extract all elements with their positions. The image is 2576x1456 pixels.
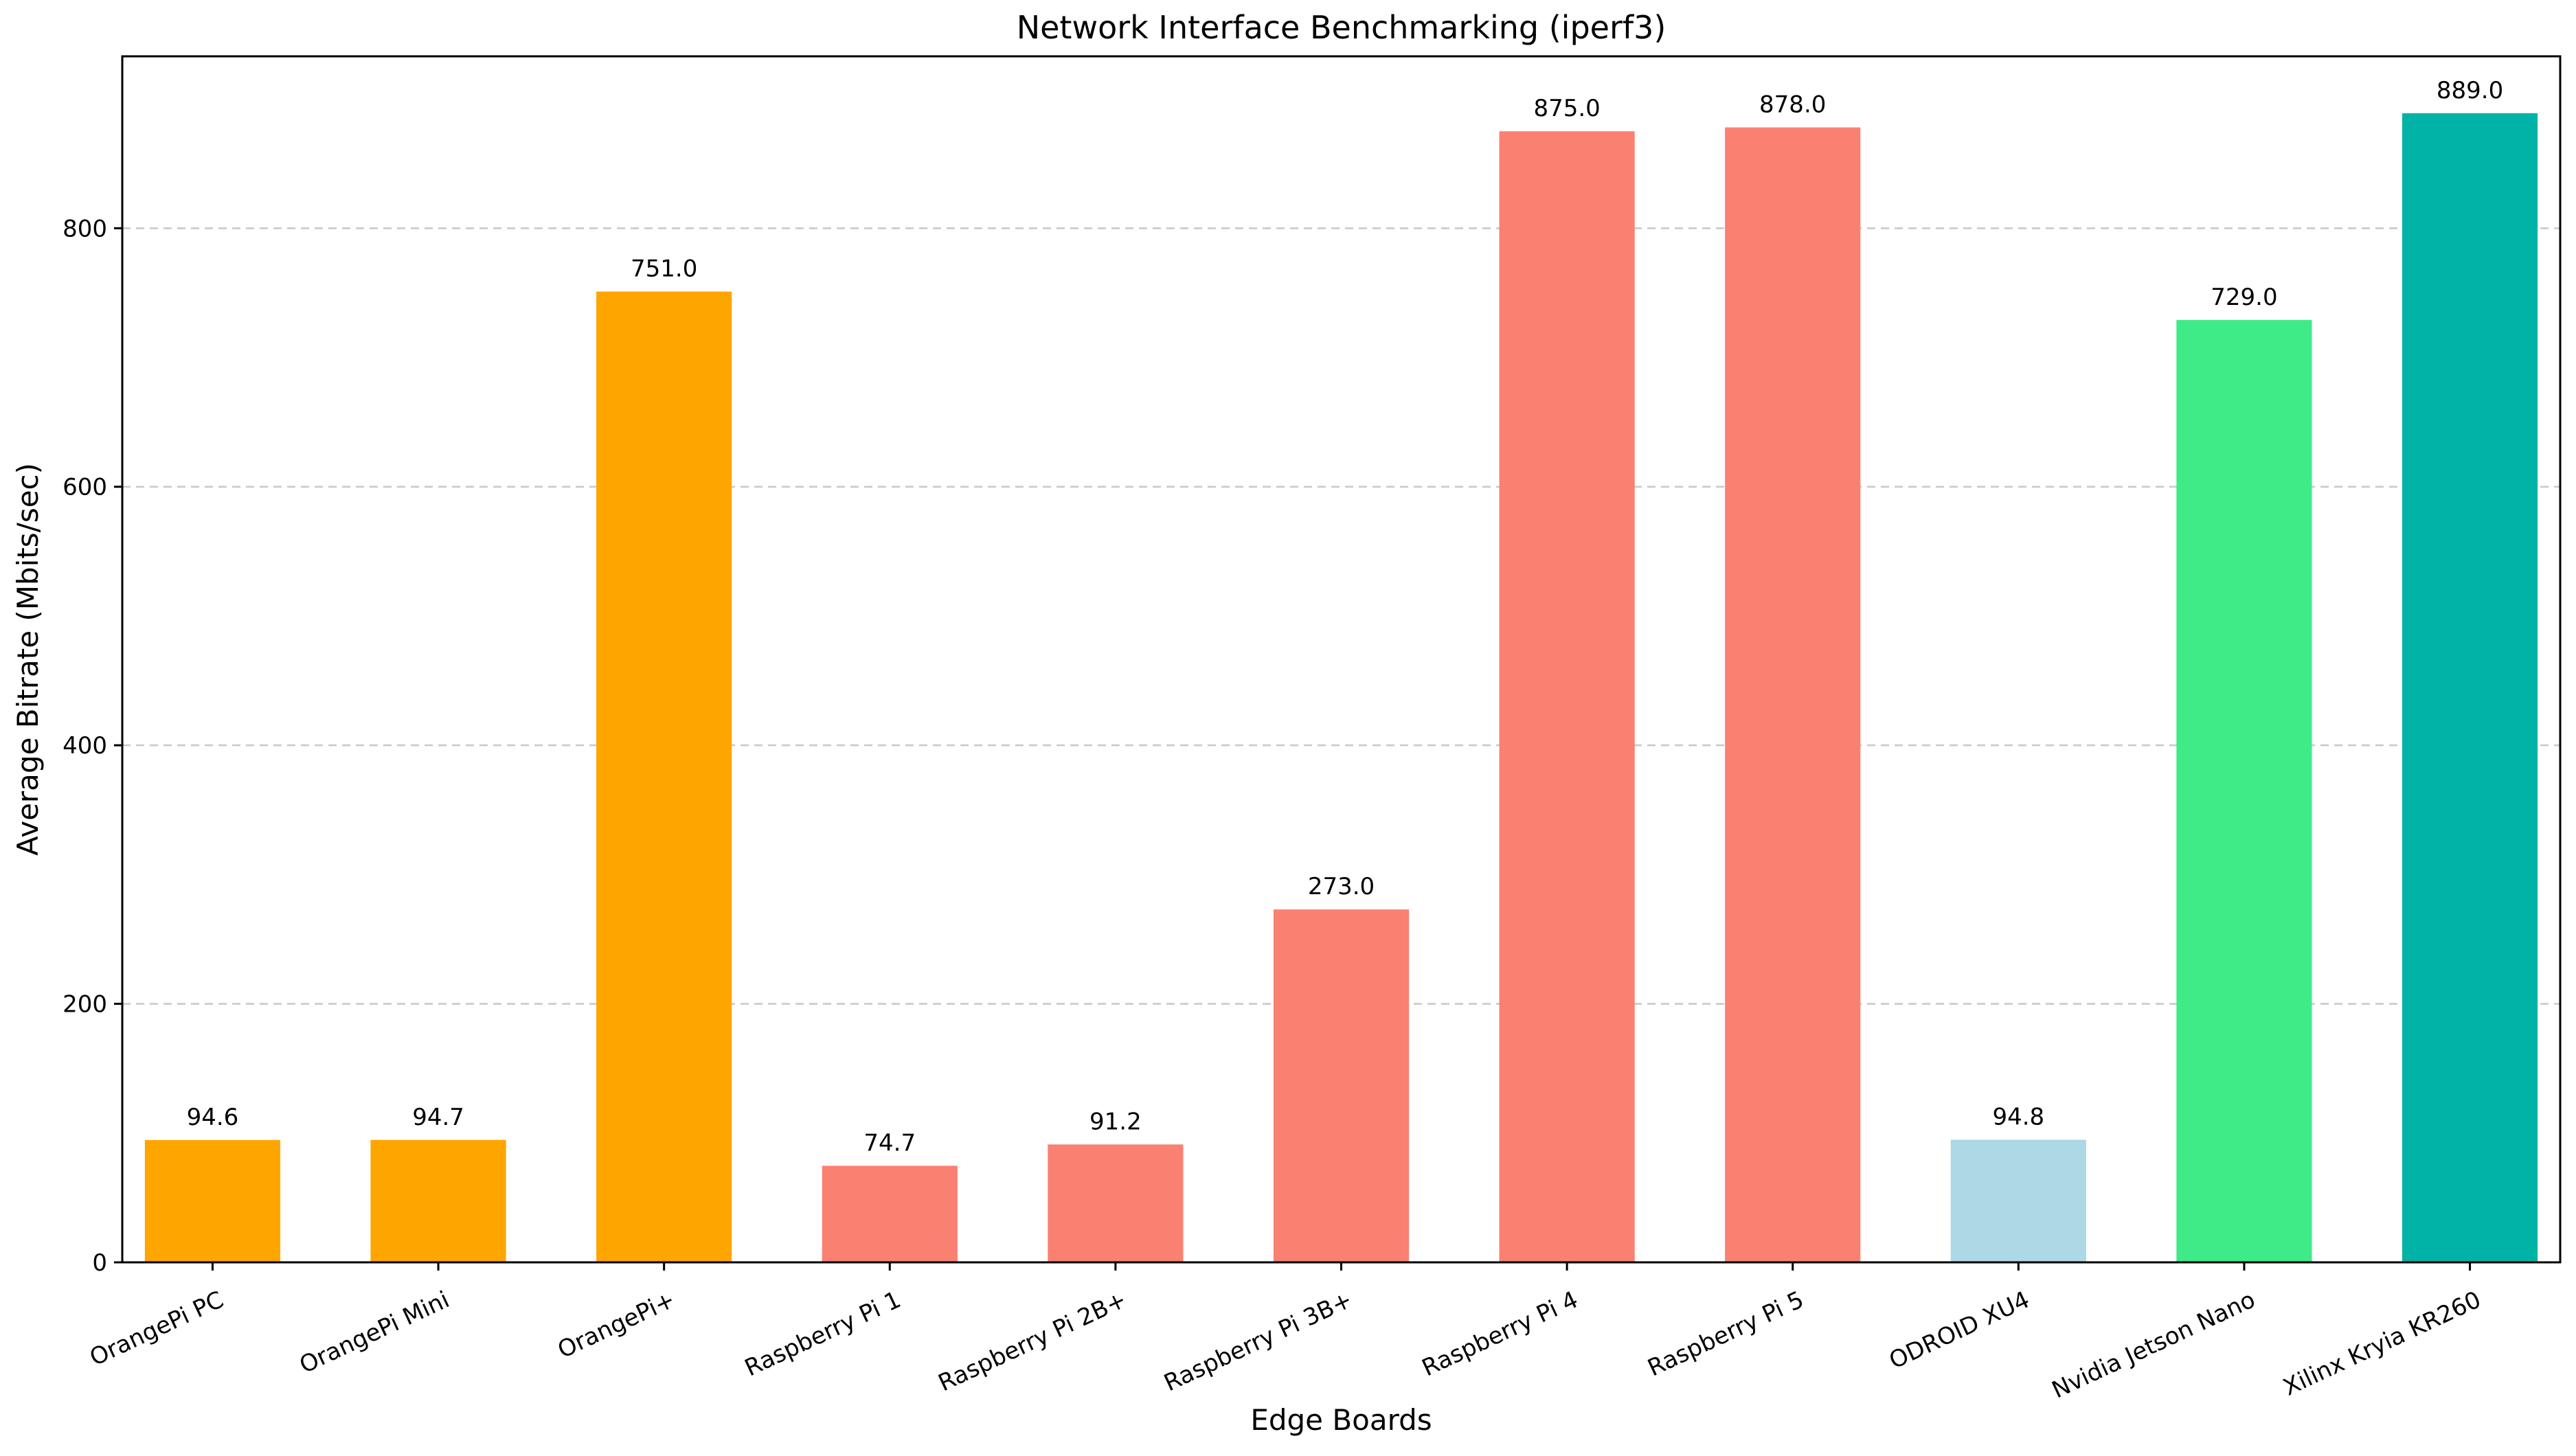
bar [370, 1139, 506, 1262]
y-tick-label: 0 [92, 1249, 107, 1277]
bar-value-label: 94.7 [412, 1104, 464, 1131]
bar-value-label: 875.0 [1533, 95, 1600, 122]
bar-value-label: 74.7 [863, 1129, 916, 1157]
bar-value-label: 889.0 [2437, 77, 2503, 104]
y-tick-label: 400 [63, 732, 107, 760]
bar-value-label: 94.8 [1992, 1104, 2044, 1131]
bar [1499, 131, 1635, 1262]
bar [1950, 1139, 2086, 1262]
y-tick-label: 800 [63, 215, 107, 242]
chart-title: Network Interface Benchmarking (iperf3) [1017, 9, 1667, 46]
bar [1725, 127, 1861, 1263]
y-axis-ticks: 0 200 400 600 800 [63, 215, 122, 1277]
bar-value-label: 273.0 [1308, 873, 1375, 900]
bar [822, 1165, 958, 1262]
bar-value-label: 751.0 [631, 255, 697, 283]
bar [596, 291, 732, 1262]
bars [144, 113, 2538, 1263]
value-labels: 94.6 94.7 751.0 74.7 91.2 273.0 875.0 878.0 94.8… [187, 77, 2504, 1157]
bar [2402, 113, 2538, 1262]
bar-value-label: 878.0 [1759, 91, 1826, 119]
bar [144, 1139, 281, 1262]
y-tick-label: 600 [63, 474, 107, 501]
bar-value-label: 91.2 [1089, 1108, 1142, 1135]
bar-value-label: 729.0 [2211, 284, 2277, 311]
bar-value-label: 94.6 [187, 1104, 239, 1131]
grid-lines [122, 227, 2560, 1005]
bar [1273, 909, 1410, 1262]
y-axis-label: Average Bitrate (Mbits/sec) [11, 463, 45, 856]
y-tick-label: 200 [63, 991, 107, 1019]
x-axis-label: Edge Boards [1250, 1403, 1432, 1437]
bar [1048, 1144, 1184, 1262]
bar [2176, 319, 2312, 1263]
